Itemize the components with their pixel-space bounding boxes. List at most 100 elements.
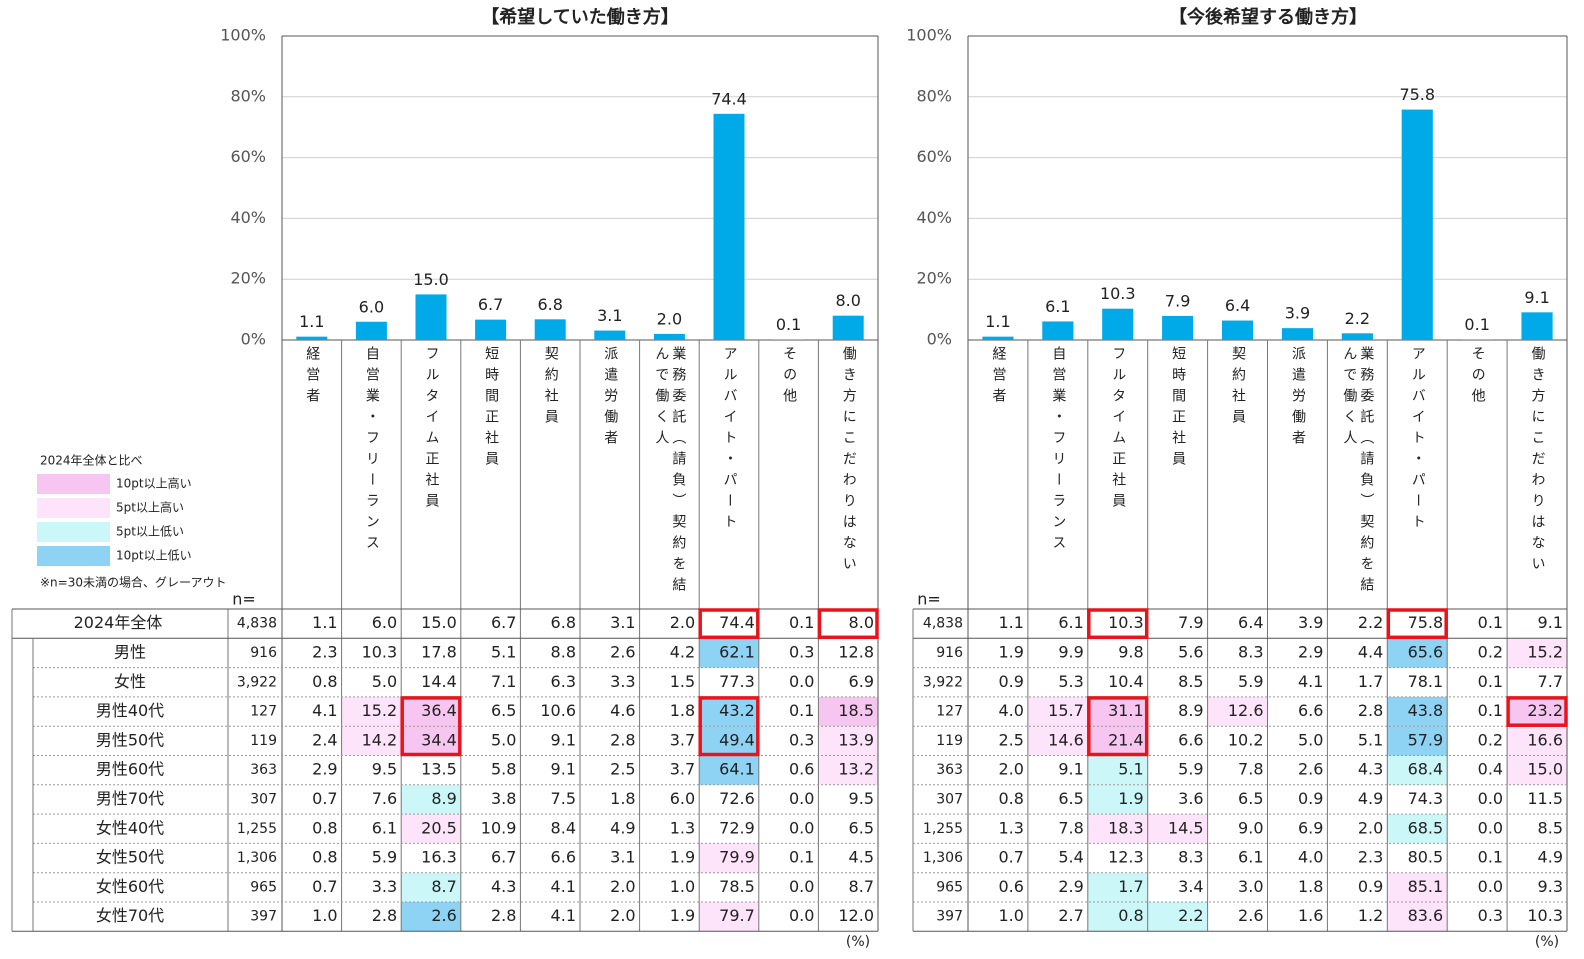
cell-value: 2.5 bbox=[610, 760, 635, 779]
cell-value: 5.0 bbox=[491, 730, 516, 749]
cell-value: 0.7 bbox=[312, 877, 337, 896]
category-label: フルタイム正社員 bbox=[423, 346, 440, 514]
cell-value: 5.0 bbox=[1298, 730, 1323, 749]
cell-value: 0.8 bbox=[1118, 906, 1143, 925]
y-tick-label: 40% bbox=[916, 208, 952, 227]
cell-value: 1.7 bbox=[1118, 877, 1143, 896]
cell-value: 79.7 bbox=[719, 906, 755, 925]
cell-value: 7.6 bbox=[372, 789, 397, 808]
cell-value: 1.1 bbox=[312, 613, 337, 632]
cell-value: 6.0 bbox=[372, 613, 397, 632]
cell-value: 65.6 bbox=[1408, 642, 1444, 661]
cell-value: 7.8 bbox=[1238, 760, 1263, 779]
cell-value: 6.7 bbox=[491, 848, 516, 867]
cell-value: 1.8 bbox=[1298, 877, 1323, 896]
n-value: 363 bbox=[936, 762, 963, 778]
y-tick-label: 80% bbox=[230, 86, 266, 105]
cell-value: 0.1 bbox=[789, 613, 814, 632]
cell-shade bbox=[401, 726, 461, 756]
cell-value: 6.8 bbox=[551, 613, 576, 632]
cell-value: 2.3 bbox=[1358, 848, 1383, 867]
cell-value: 8.9 bbox=[1178, 701, 1203, 720]
category-label: 自営業・フリーランス bbox=[1050, 346, 1067, 556]
cell-value: 1.9 bbox=[1118, 789, 1143, 808]
legend-swatch bbox=[37, 498, 110, 518]
cell-value: 11.5 bbox=[1527, 789, 1563, 808]
cell-value: 2.4 bbox=[312, 730, 337, 749]
cell-value: 1.8 bbox=[610, 789, 635, 808]
cell-value: 9.8 bbox=[1118, 642, 1143, 661]
category-label: 業務委託（請負）契約を結んで働く人 bbox=[1341, 346, 1375, 598]
cell-value: 0.9 bbox=[998, 672, 1023, 691]
cell-value: 8.7 bbox=[849, 877, 874, 896]
cell-value: 0.1 bbox=[1478, 672, 1503, 691]
cell-value: 2.9 bbox=[1298, 642, 1323, 661]
cell-shade bbox=[1507, 696, 1567, 727]
cell-value: 85.1 bbox=[1408, 877, 1444, 896]
cell-value: 62.1 bbox=[719, 642, 755, 661]
cell-value: 6.6 bbox=[1178, 730, 1203, 749]
cell-value: 6.5 bbox=[1058, 789, 1083, 808]
cell-value: 20.5 bbox=[421, 818, 457, 837]
cell-value: 4.4 bbox=[1358, 642, 1383, 661]
cell-value: 6.5 bbox=[491, 701, 516, 720]
highlight-box bbox=[817, 608, 879, 640]
y-tick-label: 20% bbox=[230, 269, 266, 288]
cell-value: 9.1 bbox=[1538, 613, 1563, 632]
cell-value: 4.2 bbox=[670, 642, 695, 661]
highlight-box bbox=[1386, 608, 1448, 640]
y-tick-label: 100% bbox=[220, 26, 266, 45]
value-label: 8.0 bbox=[835, 291, 860, 310]
cell-value: 2.8 bbox=[610, 730, 635, 749]
legend-label: 5pt以上高い bbox=[116, 500, 184, 515]
y-tick-label: 60% bbox=[916, 147, 952, 166]
cell-value: 1.0 bbox=[670, 877, 695, 896]
cell-value: 3.1 bbox=[610, 613, 635, 632]
n-value: 1,255 bbox=[923, 821, 963, 837]
cell-value: 72.6 bbox=[719, 789, 755, 808]
cell-value: 80.5 bbox=[1408, 848, 1444, 867]
cell-value: 2.6 bbox=[1298, 760, 1323, 779]
cell-value: 0.0 bbox=[1478, 877, 1503, 896]
cell-value: 4.6 bbox=[610, 701, 635, 720]
n-value: 119 bbox=[936, 733, 963, 749]
cell-value: 0.0 bbox=[789, 877, 814, 896]
cell-shade bbox=[1387, 902, 1448, 932]
cell-value: 2.8 bbox=[491, 906, 516, 925]
cell-shade bbox=[1087, 784, 1148, 815]
n-value: 397 bbox=[936, 909, 963, 925]
cell-value: 2.6 bbox=[431, 906, 456, 925]
cell-value: 2.0 bbox=[998, 760, 1023, 779]
cell-value: 18.3 bbox=[1108, 818, 1144, 837]
cell-value: 1.9 bbox=[670, 848, 695, 867]
cell-value: 0.2 bbox=[1478, 642, 1503, 661]
highlight-box bbox=[1506, 696, 1568, 727]
cell-shade bbox=[1027, 726, 1088, 756]
category-label: アルバイト・パート bbox=[1409, 346, 1426, 535]
category-label: 経営者 bbox=[990, 346, 1007, 409]
cell-value: 2.9 bbox=[1058, 877, 1083, 896]
cell-value: 6.6 bbox=[1298, 701, 1323, 720]
row-label: 女性60代 bbox=[96, 877, 164, 896]
cell-value: 12.0 bbox=[838, 906, 874, 925]
cell-value: 0.7 bbox=[998, 848, 1023, 867]
cell-value: 3.1 bbox=[610, 848, 635, 867]
cell-value: 1.0 bbox=[998, 906, 1023, 925]
y-tick-label: 20% bbox=[916, 269, 952, 288]
bar bbox=[415, 294, 447, 340]
cell-value: 23.2 bbox=[1527, 701, 1563, 720]
bar bbox=[713, 113, 745, 340]
cell-value: 5.8 bbox=[491, 760, 516, 779]
legend-swatch bbox=[37, 546, 110, 566]
category-label: 契約社員 bbox=[1230, 346, 1247, 430]
cell-value: 2.0 bbox=[610, 877, 635, 896]
cell-value: 13.5 bbox=[421, 760, 457, 779]
cell-value: 74.3 bbox=[1408, 789, 1444, 808]
cell-shade bbox=[341, 696, 402, 727]
cell-value: 6.5 bbox=[849, 818, 874, 837]
cell-value: 0.0 bbox=[1478, 789, 1503, 808]
bar bbox=[534, 319, 566, 340]
row-label: 女性40代 bbox=[96, 818, 164, 837]
category-label: 短時間正社員 bbox=[483, 346, 500, 472]
value-label: 15.0 bbox=[413, 270, 449, 289]
